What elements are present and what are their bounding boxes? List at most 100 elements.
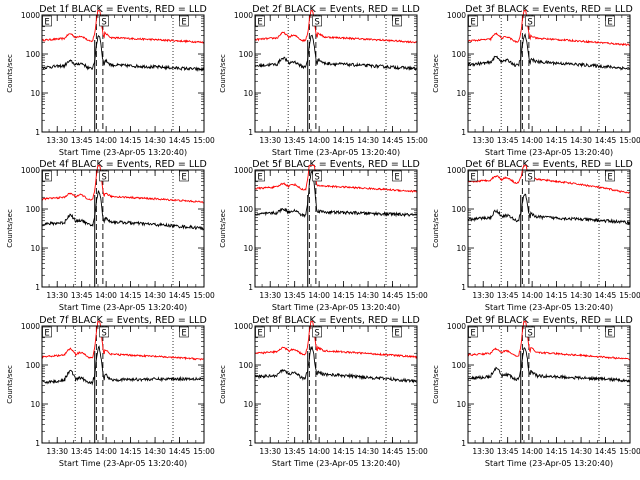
chart-panel: Det 7f BLACK = Events, RED = LLD Counts/s…: [6, 315, 215, 468]
marker-box-label: E: [394, 329, 399, 339]
marker-box: [312, 15, 322, 27]
y-tick-label: 1000: [447, 166, 466, 175]
y-tick-label: 10: [456, 89, 466, 98]
plot-frame: [467, 169, 631, 288]
plot-frame: [41, 14, 205, 133]
y-axis-label: Counts/sec: [219, 54, 227, 93]
x-tick-label: 13:30: [259, 447, 281, 456]
chart-panel: Det 6f BLACK = Events, RED = LLD Counts/s…: [432, 159, 640, 312]
x-tick-label: 14:30: [144, 136, 166, 145]
marker-box: [468, 15, 478, 27]
x-tick-label: 14:00: [521, 447, 543, 456]
x-tick-label: 14:30: [144, 447, 166, 456]
series-line-events: [41, 190, 204, 231]
panel-title: Det 5f BLACK = Events, RED = LLD: [252, 159, 420, 170]
x-tick-label: 14:45: [169, 447, 191, 456]
y-tick-label: 100: [452, 361, 467, 370]
marker-box: [99, 326, 109, 338]
x-tick-label: 13:45: [284, 136, 306, 145]
x-tick-label: 14:30: [570, 136, 592, 145]
marker-box-label: E: [257, 329, 262, 339]
x-tick-label: 14:00: [308, 136, 330, 145]
plot-frame: [254, 169, 418, 288]
y-tick-label: 100: [26, 361, 41, 370]
y-axis-label: Counts/sec: [219, 209, 227, 248]
chart-panel: Det 4f BLACK = Events, RED = LLD Counts/s…: [6, 159, 215, 312]
chart-panel: Det 9f BLACK = Events, RED = LLD Counts/s…: [432, 315, 640, 468]
panel-title: Det 8f BLACK = Events, RED = LLD: [252, 315, 420, 326]
x-axis-label: Start Time (23-Apr-05 13:20:40): [59, 303, 187, 312]
x-tick-label: 14:00: [521, 136, 543, 145]
series-line-events: [255, 170, 417, 219]
y-tick-label: 100: [26, 50, 41, 59]
series-line-lld: [467, 9, 630, 46]
x-tick-label: 14:30: [570, 291, 592, 300]
y-tick-label: 1: [461, 283, 466, 292]
series-line-lld: [41, 9, 204, 44]
y-tick-label: 1: [35, 283, 40, 292]
x-tick-label: 14:15: [333, 447, 355, 456]
x-tick-label: 14:45: [169, 136, 191, 145]
marker-box: [468, 170, 478, 182]
x-tick-label: 15:00: [619, 447, 640, 456]
y-axis-label: Counts/sec: [6, 209, 14, 248]
y-tick-label: 1: [461, 439, 466, 448]
x-tick-label: 14:15: [120, 136, 142, 145]
chart-panel: Det 2f BLACK = Events, RED = LLD Counts/s…: [219, 4, 428, 157]
y-tick-label: 100: [452, 205, 467, 214]
marker-box: [605, 15, 615, 27]
x-tick-label: 13:30: [46, 447, 68, 456]
marker-box: [468, 326, 478, 338]
marker-box: [255, 326, 265, 338]
panel-title: Det 7f BLACK = Events, RED = LLD: [39, 315, 207, 326]
y-tick-label: 1: [248, 439, 253, 448]
x-tick-label: 15:00: [619, 291, 640, 300]
series-line-lld: [41, 320, 204, 361]
x-tick-label: 15:00: [406, 447, 428, 456]
y-axis-label: Counts/sec: [219, 365, 227, 404]
marker-box-label: S: [101, 329, 106, 339]
y-tick-label: 1000: [21, 11, 40, 20]
panel-title: Det 2f BLACK = Events, RED = LLD: [252, 4, 420, 15]
x-tick-label: 14:45: [169, 291, 191, 300]
y-axis-label: Counts/sec: [6, 54, 14, 93]
x-tick-label: 14:00: [95, 291, 117, 300]
marker-box-label: E: [181, 329, 186, 339]
marker-box-label: S: [101, 18, 106, 28]
plot-frame: [41, 169, 205, 288]
x-axis-label: Start Time (23-Apr-05 13:20:40): [59, 148, 187, 157]
y-tick-label: 1: [461, 128, 466, 137]
y-tick-label: 1: [248, 283, 253, 292]
series-line-events: [467, 347, 630, 383]
x-tick-label: 14:30: [570, 447, 592, 456]
x-tick-label: 13:45: [497, 136, 519, 145]
x-tick-label: 13:30: [46, 136, 68, 145]
x-tick-label: 13:45: [71, 447, 93, 456]
x-tick-label: 13:30: [259, 136, 281, 145]
x-tick-label: 14:45: [382, 447, 404, 456]
x-tick-label: 14:00: [95, 447, 117, 456]
y-tick-label: 10: [456, 400, 466, 409]
x-tick-label: 13:30: [472, 447, 494, 456]
marker-box: [99, 15, 109, 27]
y-tick-label: 1000: [21, 166, 40, 175]
y-tick-label: 1000: [234, 11, 253, 20]
x-axis-label: Start Time (23-Apr-05 13:20:40): [485, 303, 613, 312]
marker-box-label: E: [470, 173, 475, 183]
x-tick-label: 13:45: [284, 291, 306, 300]
x-tick-label: 14:00: [521, 291, 543, 300]
x-tick-label: 13:45: [497, 291, 519, 300]
x-axis-label: Start Time (23-Apr-05 13:20:40): [59, 459, 187, 468]
x-tick-label: 14:45: [595, 291, 617, 300]
x-tick-label: 14:15: [120, 291, 142, 300]
marker-box-label: E: [394, 173, 399, 183]
marker-box-label: S: [527, 18, 532, 28]
y-tick-label: 1000: [447, 322, 466, 331]
marker-box-label: E: [44, 173, 49, 183]
marker-box: [392, 326, 402, 338]
marker-box-label: S: [101, 173, 106, 183]
chart-panel: Det 1f BLACK = Events, RED = LLD Counts/s…: [6, 4, 215, 157]
marker-box-label: E: [181, 173, 186, 183]
x-tick-label: 14:30: [144, 291, 166, 300]
